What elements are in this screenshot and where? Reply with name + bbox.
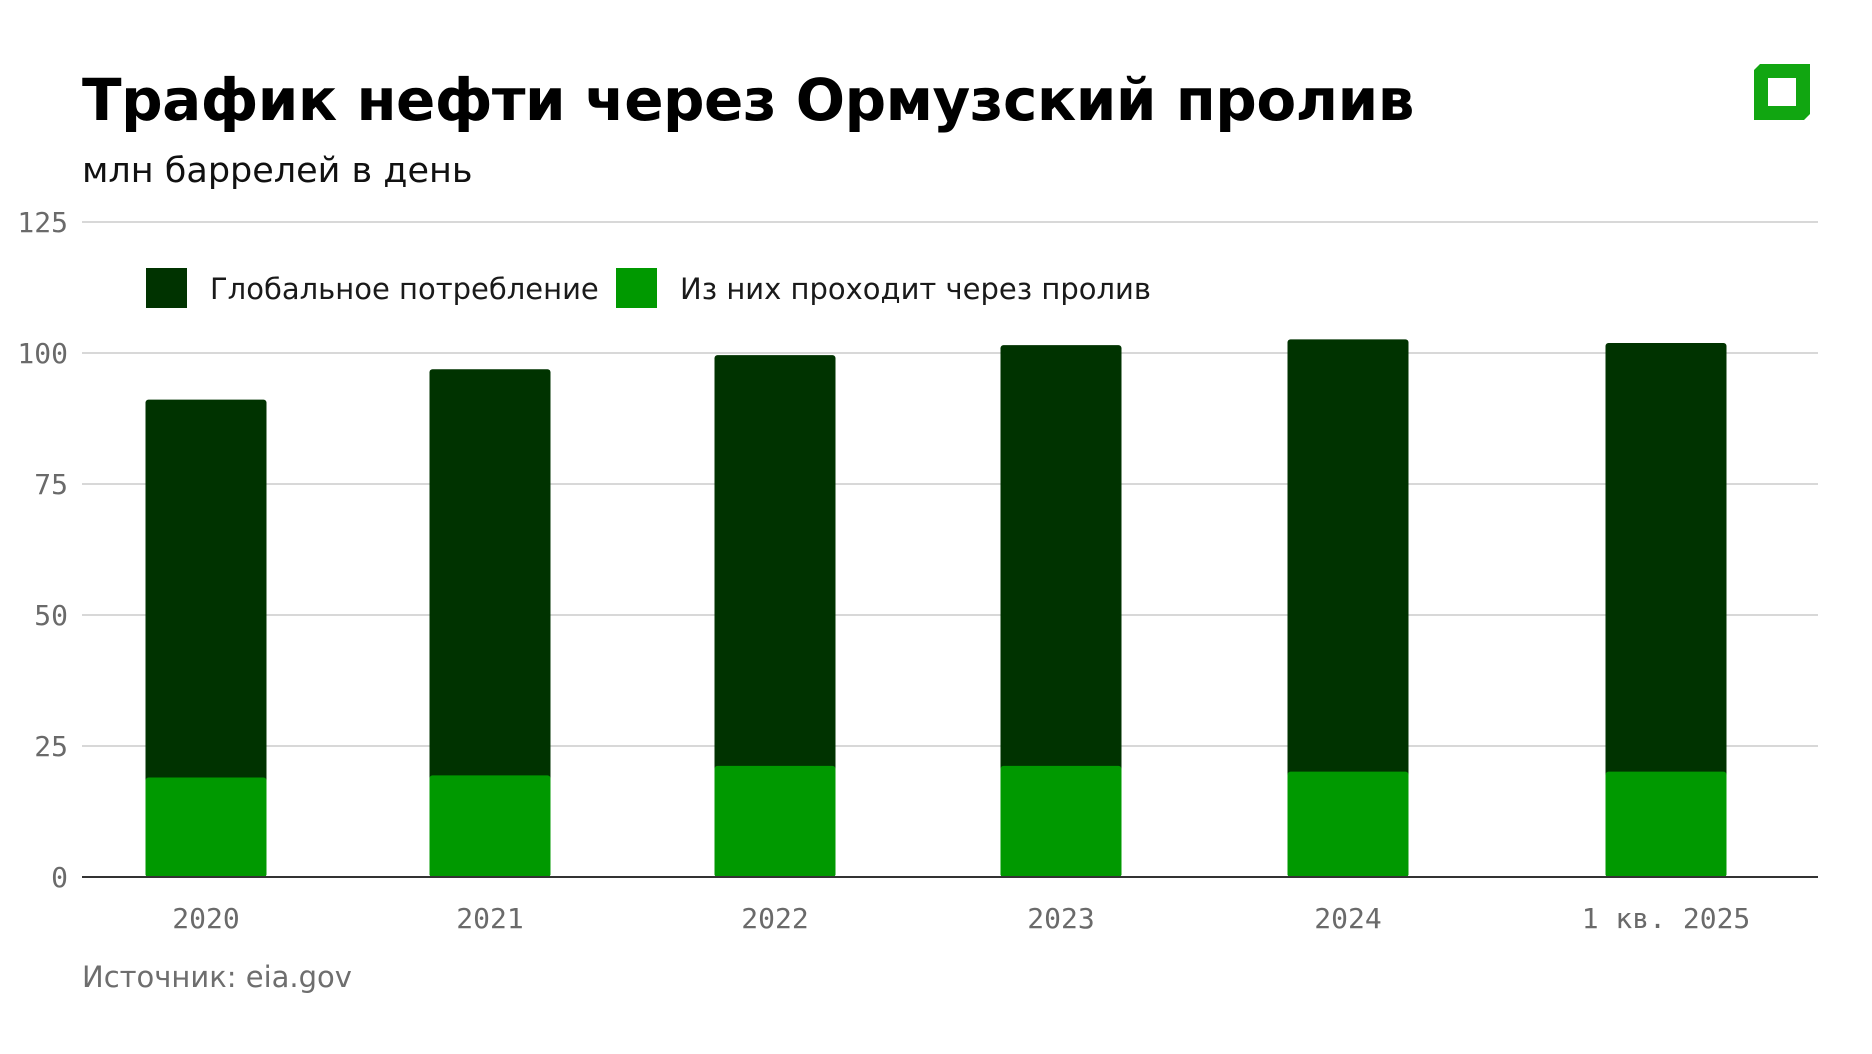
bar-global-consumption (145, 399, 267, 877)
chart-subtitle: млн баррелей в день (82, 151, 473, 191)
y-tick-label: 100 (17, 337, 68, 370)
x-axis-ticks: 2020 2021 2022 2023 2024 1 кв. 2025 (172, 902, 1750, 935)
legend: Глобальное потребление Из них проходит че… (146, 268, 1151, 308)
source-note: Источник: eia.gov (82, 958, 352, 996)
x-tick-label: 2020 (172, 902, 239, 935)
bar-strait-transit (429, 775, 551, 877)
legend-label-global: Глобальное потребление (210, 272, 599, 306)
source-link[interactable]: eia.gov (245, 960, 352, 994)
y-tick-label: 0 (51, 861, 68, 894)
grid-lines (82, 221, 1818, 747)
legend-swatch-strait (616, 268, 657, 308)
chart-title: Трафик нефти через Ормузский пролив (82, 66, 1415, 134)
y-tick-label: 125 (17, 206, 68, 239)
green-square-logo-icon (1754, 64, 1810, 120)
y-tick-label: 50 (34, 599, 68, 632)
source-label: Источник: (82, 960, 237, 994)
y-tick-label: 25 (34, 730, 68, 763)
bar-strait-transit (714, 765, 836, 877)
y-tick-label: 75 (34, 468, 68, 501)
bar-strait-transit (1000, 765, 1122, 877)
x-tick-label: 2023 (1027, 902, 1094, 935)
x-tick-label: 1 кв. 2025 (1582, 902, 1751, 935)
x-tick-label: 2024 (1314, 902, 1381, 935)
bars (145, 339, 1727, 878)
bar-global-consumption (1605, 343, 1727, 877)
bar-global-consumption (1287, 339, 1409, 878)
bar-strait-transit (1605, 771, 1727, 877)
legend-swatch-global (146, 268, 187, 308)
bar-global-consumption (1000, 345, 1122, 877)
logo-shape (1754, 64, 1810, 120)
x-tick-label: 2022 (741, 902, 808, 935)
bar-strait-transit (145, 777, 267, 877)
legend-label-strait: Из них проходит через пролив (680, 272, 1151, 306)
x-tick-label: 2021 (456, 902, 523, 935)
bar-global-consumption (714, 355, 836, 877)
bar-global-consumption (429, 369, 551, 877)
bar-strait-transit (1287, 771, 1409, 877)
y-axis-ticks: 0 25 50 75 100 125 (17, 206, 68, 894)
